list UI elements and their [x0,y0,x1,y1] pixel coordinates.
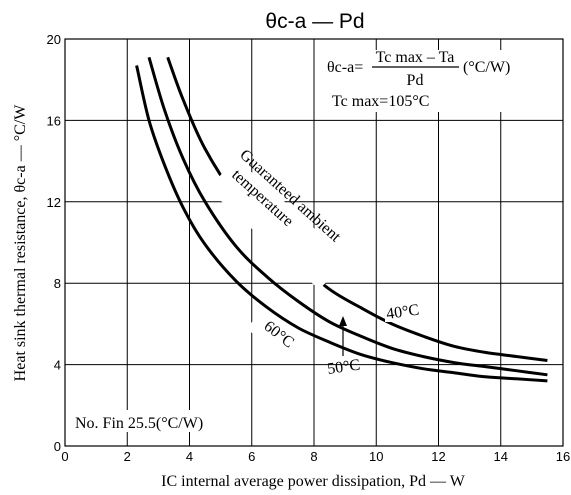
y-tick-label: 4 [54,358,61,373]
x-tick-label: 8 [310,449,317,464]
x-axis-label: IC internal average power dissipation, P… [161,473,466,490]
formula-unit: (°C/W) [463,59,510,76]
formula-annotation: θc-a= Tc max – Ta Pd (°C/W) Tc max=105°C [322,49,560,112]
fin-label: No. Fin 25.5(°C/W) [75,415,203,432]
x-tick-label: 16 [556,449,570,464]
label-50c-arrow-head [339,316,347,326]
chart-title: θc-a — Pd [265,10,364,33]
x-tick-label: 14 [494,449,508,464]
y-tick-label: 0 [54,439,61,454]
formula-numerator: Tc max – Ta [376,49,455,66]
x-tick-label: 0 [61,449,68,464]
formula-lhs: θc-a= [327,59,363,76]
y-tick-label: 20 [47,32,61,47]
y-tick-label: 16 [47,113,61,128]
formula-denominator: Pd [407,72,424,89]
x-tick-label: 2 [124,449,131,464]
x-tick-label: 12 [431,449,445,464]
y-tick-label: 12 [47,195,61,210]
series-line-60c [137,66,548,381]
x-tick-label: 6 [248,449,255,464]
x-tick-label: 4 [186,449,193,464]
label-50c: 50°C [326,357,361,378]
y-tick-label: 8 [54,276,61,291]
y-axis-label: Heat sink thermal resistance, θc-a — °C/… [12,104,29,382]
tc-max-label: Tc max=105°C [332,93,429,110]
x-tick-label: 10 [369,449,383,464]
